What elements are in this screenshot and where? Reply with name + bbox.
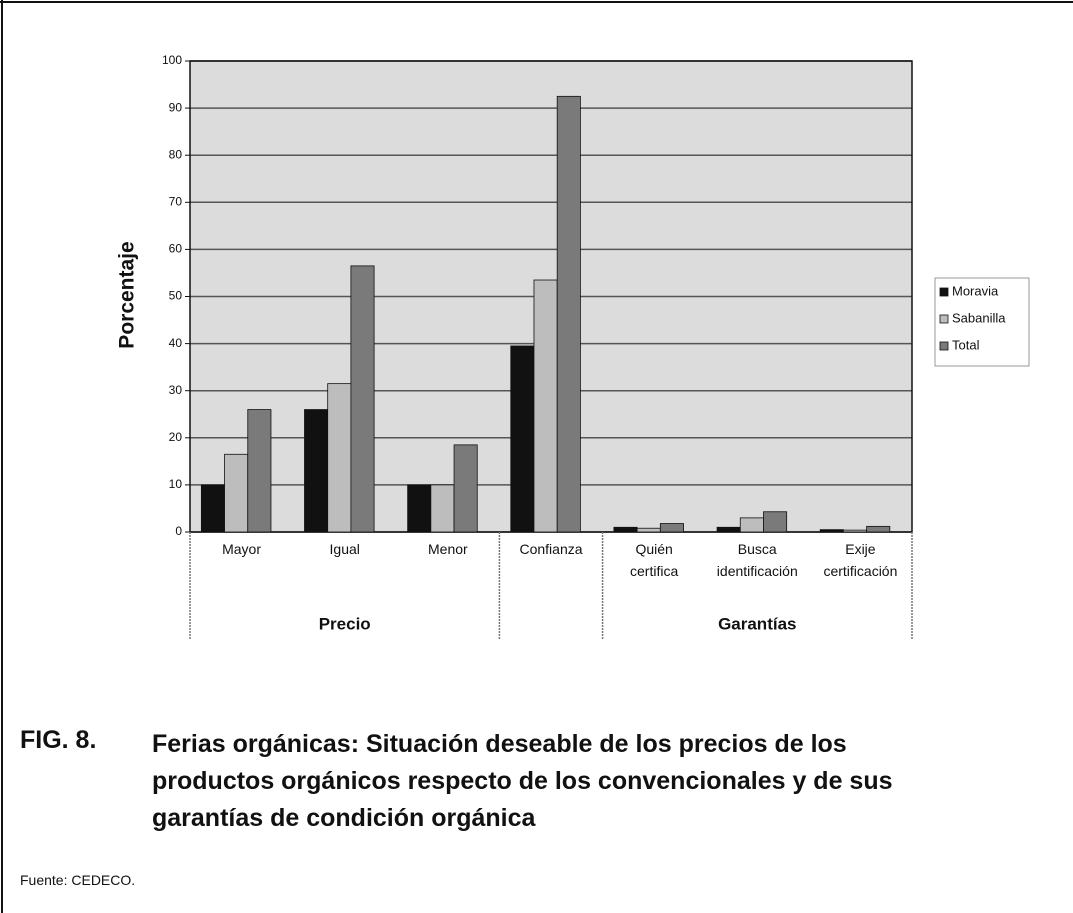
y-tick-label: 10	[169, 477, 183, 491]
x-tick-label: Menor	[396, 538, 499, 560]
x-tick-label-text: Exije certificación	[823, 541, 898, 579]
group-label: Precio	[319, 614, 371, 633]
y-tick-label: 0	[175, 524, 182, 538]
legend-label: Moravia	[952, 283, 999, 298]
bar	[763, 511, 788, 533]
legend-label: Sabanilla	[952, 310, 1006, 325]
legend-swatch	[939, 287, 949, 297]
x-tick-label-text: Mayor	[222, 541, 262, 557]
legend-swatch	[939, 314, 949, 324]
bar	[819, 529, 844, 533]
caption-text: Ferias orgánicas: Situación deseable de …	[152, 730, 893, 832]
group-label: Garantías	[718, 614, 796, 633]
bar	[533, 279, 558, 533]
x-tick-label: Confianza	[499, 538, 602, 560]
bar	[327, 383, 352, 533]
x-tick-label: Quién certifica	[603, 538, 706, 582]
x-tick-label: Mayor	[190, 538, 293, 560]
bar	[453, 444, 478, 533]
bar	[556, 95, 581, 533]
bar	[430, 484, 455, 533]
legend-box	[934, 277, 1030, 367]
bar	[200, 484, 225, 533]
bar	[407, 484, 432, 533]
bar	[636, 527, 661, 533]
bar	[224, 453, 249, 533]
y-tick-label: 20	[169, 430, 183, 444]
y-axis-title: Porcentaje	[116, 241, 139, 348]
y-tick-label: 40	[169, 336, 183, 350]
legend-label: Total	[952, 337, 980, 352]
y-tick-label: 30	[169, 383, 183, 397]
source: Fuente: CEDECO.	[20, 872, 136, 888]
x-tick-label: Igual	[293, 538, 396, 560]
x-tick-label-text: Busca identificación	[716, 541, 798, 579]
x-tick-label: Busca identificación	[706, 538, 809, 582]
bar	[510, 345, 535, 533]
y-tick-label: 90	[169, 100, 183, 114]
y-tick-label: 60	[169, 242, 183, 256]
bar	[247, 409, 272, 533]
x-tick-label-text: Igual	[329, 541, 360, 557]
caption-label: FIG. 8.	[20, 726, 97, 754]
x-tick-label-text: Confianza	[519, 541, 583, 557]
x-tick-label-text: Menor	[428, 541, 468, 557]
legend-swatch	[939, 341, 949, 351]
x-tick-label-text: Quién certifica	[630, 541, 679, 579]
y-tick-label: 70	[169, 194, 183, 208]
x-tick-label: Exije certificación	[809, 538, 912, 582]
bar	[716, 526, 741, 533]
bar	[739, 517, 764, 533]
bar	[304, 409, 329, 533]
y-tick-label: 100	[162, 53, 182, 67]
bar	[659, 523, 684, 533]
bar	[866, 525, 891, 533]
y-tick-label: 50	[169, 289, 183, 303]
bar	[843, 529, 868, 533]
bar	[613, 526, 638, 533]
y-tick-label: 80	[169, 147, 183, 161]
bar	[350, 265, 375, 533]
